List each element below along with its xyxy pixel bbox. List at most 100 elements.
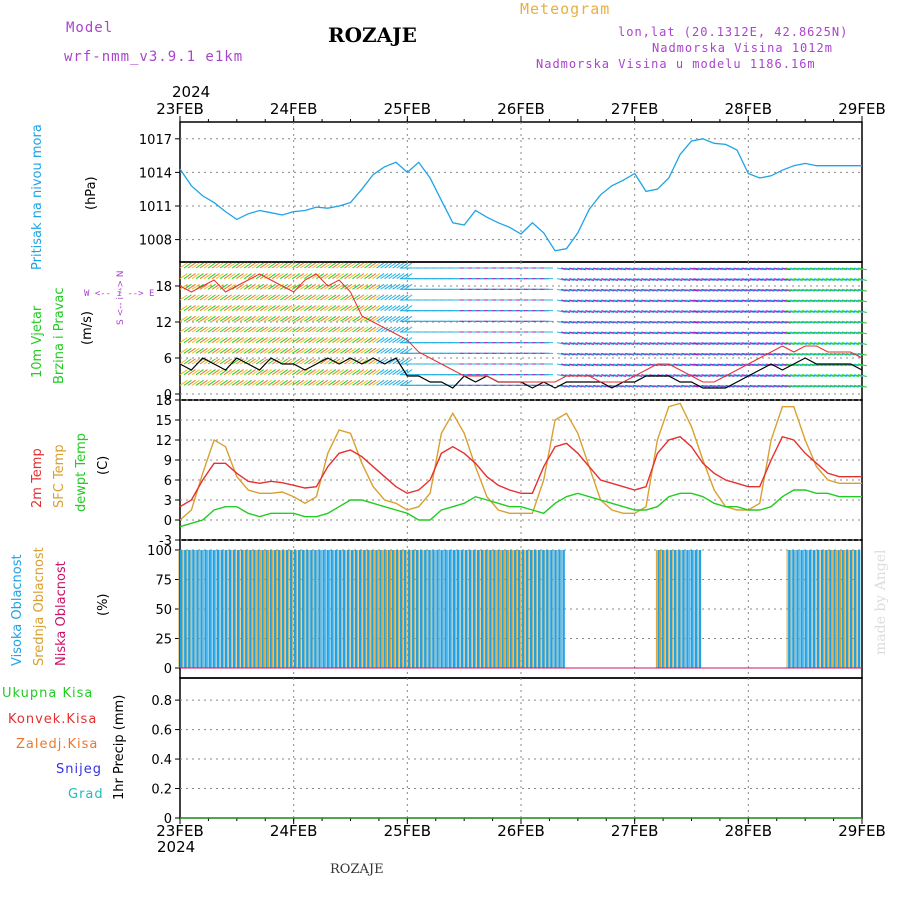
wind-barb — [231, 294, 240, 301]
wind-barb — [793, 374, 803, 377]
wind-barb — [344, 337, 353, 344]
wind-barb — [665, 310, 675, 313]
wind-barb — [753, 342, 763, 345]
wind-barb — [284, 358, 292, 365]
wind-barb — [300, 337, 309, 344]
wind-barb — [400, 305, 409, 312]
cloud-high-bar — [460, 550, 464, 668]
wind-barb — [813, 363, 823, 367]
wind-barb — [649, 267, 659, 271]
cloud-high-bar — [792, 550, 795, 668]
wind-barb — [267, 326, 276, 333]
wind-barb — [689, 299, 699, 303]
wind-barb — [689, 342, 699, 345]
wind-barb — [797, 342, 807, 345]
cloud-high-bar — [420, 550, 423, 668]
wind-barb — [352, 305, 361, 312]
wind-barb — [701, 310, 711, 313]
wind-barb — [601, 288, 611, 292]
wind-barb — [340, 273, 349, 280]
wind-barb — [629, 288, 639, 292]
wind-barb — [400, 379, 409, 386]
wind-barb — [392, 369, 401, 376]
wind-barb — [348, 369, 357, 376]
wind-barb — [777, 363, 787, 367]
wind-barb — [645, 278, 655, 281]
wind-barb — [737, 374, 747, 377]
wind-barb — [777, 278, 787, 281]
wind-barb — [288, 283, 296, 290]
cloud-high-bar — [444, 550, 447, 668]
wind-barb — [737, 288, 747, 292]
wind-barb — [344, 358, 353, 365]
wind-barb — [637, 331, 647, 335]
wind-barb — [689, 267, 699, 271]
temp-y-tick-label: 0 — [164, 514, 172, 529]
wind-barb — [597, 299, 607, 303]
wind-compass-we: W <-- i --> E — [84, 289, 155, 299]
wind-barb — [821, 320, 831, 324]
wind-barb — [749, 363, 759, 367]
wind-barb — [581, 310, 591, 313]
wind-barb — [284, 315, 292, 322]
wind-barb — [593, 342, 603, 345]
wind-barb — [645, 310, 655, 313]
wind-barb — [629, 352, 639, 356]
wind-barb — [296, 326, 305, 333]
wind-barb — [821, 384, 831, 388]
wind-barb — [372, 326, 381, 333]
wind-barb — [833, 342, 843, 345]
cloud-high-bar — [302, 550, 305, 668]
wind-barb — [649, 331, 659, 335]
wind-barb — [617, 288, 627, 292]
wind-barb — [657, 267, 667, 271]
wind-barb — [597, 363, 607, 367]
wind-barb — [384, 369, 393, 376]
temp-y-tick-label: 3 — [164, 494, 172, 509]
wind-barb — [376, 369, 385, 376]
wind-barb — [247, 294, 256, 301]
wind-barb — [231, 358, 240, 365]
cloud-high-bar — [383, 550, 386, 668]
wind-barb — [296, 379, 305, 386]
wind-barb — [280, 315, 288, 322]
wind-barb — [609, 384, 619, 388]
wind-barb — [781, 384, 791, 388]
wind-barb — [243, 315, 252, 322]
cloud-high-bar — [432, 550, 435, 668]
wind-barb — [697, 310, 707, 313]
wind-barb — [179, 326, 188, 333]
wind-barb — [227, 326, 236, 333]
wind-barb — [645, 267, 655, 271]
station-title: ROZAJE — [328, 23, 417, 47]
wind-barb — [761, 342, 771, 345]
wind-barb — [296, 305, 305, 312]
wind-barb — [392, 294, 401, 301]
wind-barb — [247, 379, 256, 386]
wind-barb — [625, 288, 635, 292]
wind-barb — [191, 326, 200, 333]
cloud-high-bar — [354, 550, 358, 668]
wind-barb — [705, 299, 715, 303]
wind-barb — [813, 310, 823, 313]
wind-barb — [621, 267, 631, 271]
wind-barb — [717, 310, 727, 313]
wind-barb — [857, 267, 867, 271]
wind-barb — [207, 273, 216, 280]
wind-barb — [765, 384, 775, 388]
wind-barb — [857, 310, 867, 313]
wind-barb — [336, 262, 345, 269]
cloud-high-bar — [363, 550, 366, 668]
day-label-bottom: 27FEB — [611, 822, 658, 840]
wind-barb — [577, 352, 587, 356]
wind-barb — [227, 337, 236, 344]
wind-barb — [211, 369, 220, 376]
wind-barb — [817, 278, 827, 281]
wind-barb — [713, 363, 723, 367]
wind-barb — [219, 262, 228, 269]
wind-barb — [645, 342, 655, 345]
wind-barb — [324, 337, 333, 344]
wind-barb — [797, 267, 807, 271]
wind-barb — [713, 352, 723, 356]
wind-barb — [829, 331, 839, 335]
